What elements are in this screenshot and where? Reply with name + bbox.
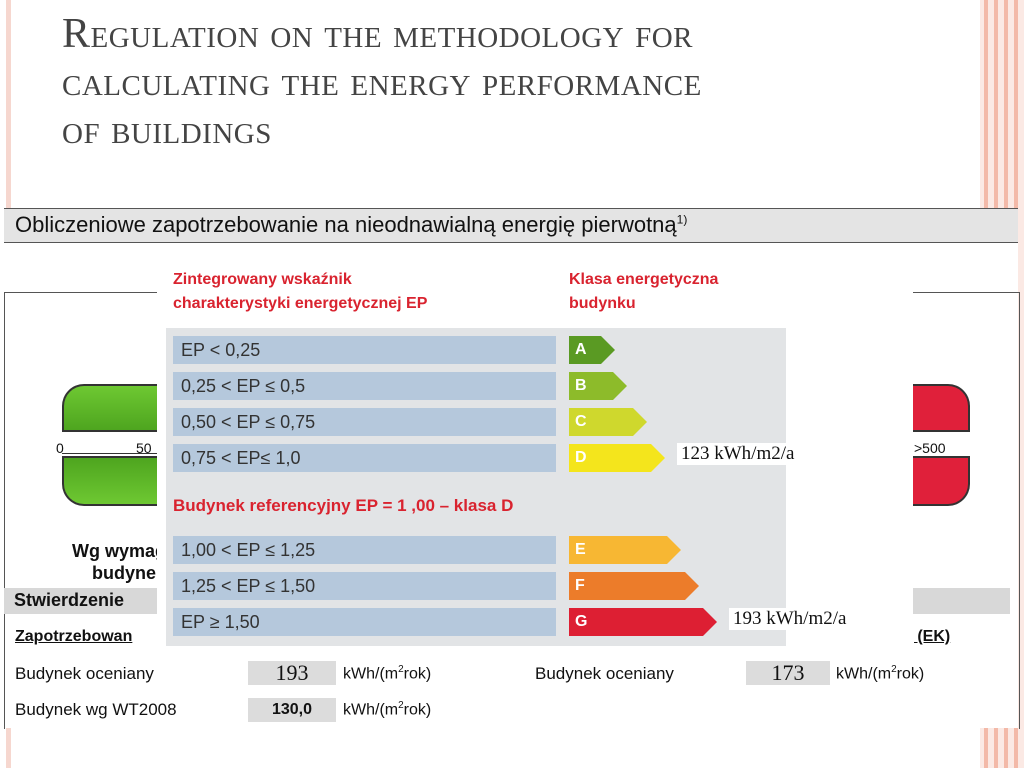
- class-arrow-d: D: [569, 444, 665, 472]
- scale-tick-500: >500: [914, 440, 946, 456]
- class-arrow-g: G: [569, 608, 717, 636]
- document-header-text: Obliczeniowe zapotrzebowanie na nieodnaw…: [15, 212, 677, 237]
- scale-bar-red-bottom: [912, 456, 970, 506]
- class-arrow-a: A: [569, 336, 615, 364]
- range-b: 0,25 < EP ≤ 0,5: [173, 372, 556, 400]
- reference-building-label: Budynek referencyjny EP = 1 ,00 – klasa …: [173, 496, 514, 515]
- class-heading: Klasa energetyczna budynku: [569, 271, 719, 312]
- row-label-wt2008: Budynek wg WT2008: [15, 700, 177, 719]
- class-arrow-f: F: [569, 572, 699, 600]
- scale-tick-50: 50: [136, 440, 152, 456]
- scale-axis: [62, 453, 182, 454]
- range-g: EP ≥ 1,50: [173, 608, 556, 636]
- energy-class-table: Zintegrowany wskaźnik charakterystyki en…: [157, 256, 913, 648]
- range-c: 0,50 < EP ≤ 0,75: [173, 408, 556, 436]
- document-header: Obliczeniowe zapotrzebowanie na nieodnaw…: [4, 208, 1018, 243]
- unit-assessed-right: kWh/(m2rok): [836, 664, 925, 683]
- class-arrow-e: E: [569, 536, 681, 564]
- range-e: 1,00 < EP ≤ 1,25: [173, 536, 556, 564]
- ek-label: ą (EK): [904, 628, 951, 645]
- note-class-d: 123 kWh/m2/a: [677, 443, 799, 465]
- wg-label-line-2: budynek: [91, 563, 166, 583]
- value-assessed-right: 173: [746, 661, 830, 685]
- value-assessed: 193: [248, 661, 336, 685]
- slide-title: Regulation on the methodology for calcul…: [62, 10, 862, 154]
- statement-label: Stwierdzenie: [14, 590, 125, 610]
- range-a: EP < 0,25: [173, 336, 556, 364]
- range-d: 0,75 < EP≤ 1,0: [173, 444, 556, 472]
- row-label-assessed: Budynek oceniany: [15, 664, 154, 683]
- title-line-3: of buildings: [62, 107, 272, 153]
- scale-tick-0: 0: [56, 440, 64, 456]
- title-line-2: calculating the energy performance: [62, 59, 702, 105]
- title-line-1: Regulation on the methodology for: [62, 11, 694, 57]
- wg-label: Wg wymag budynek: [54, 540, 166, 584]
- header-footnote: 1): [676, 212, 688, 227]
- value-wt2008: 130,0: [248, 698, 336, 722]
- ep-heading: Zintegrowany wskaźnik charakterystyki en…: [173, 271, 428, 312]
- row-label-assessed-right: Budynek oceniany: [535, 664, 674, 683]
- unit-wt2008: kWh/(m2rok): [343, 700, 432, 719]
- note-class-g: 193 kWh/m2/a: [729, 608, 851, 630]
- demand-label: Zapotrzebowan: [15, 628, 133, 645]
- class-arrow-c: C: [569, 408, 647, 436]
- wg-label-line-1: Wg wymag: [71, 541, 166, 561]
- unit-assessed: kWh/(m2rok): [343, 664, 432, 683]
- range-f: 1,25 < EP ≤ 1,50: [173, 572, 556, 600]
- class-arrow-b: B: [569, 372, 627, 400]
- scale-bar-red-top: [912, 384, 970, 432]
